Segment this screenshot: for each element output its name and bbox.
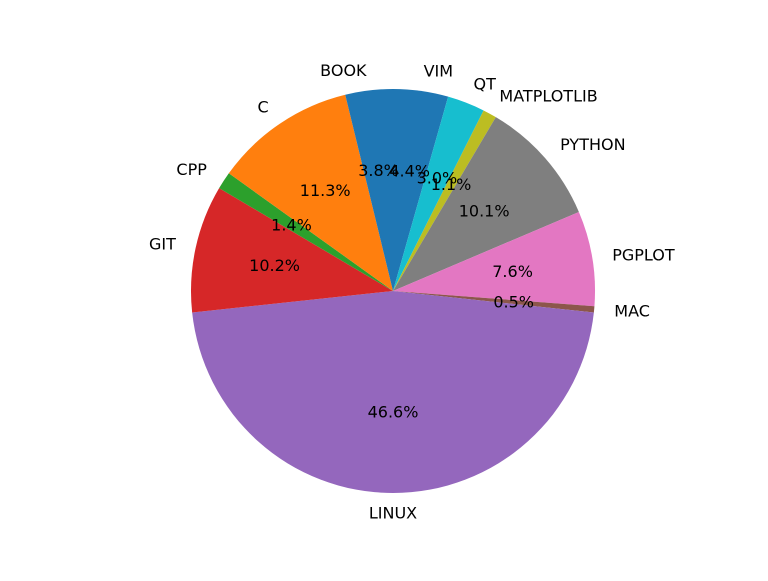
slice-percent-c: 11.3% [300,181,351,200]
pie-slice-linux [192,291,594,494]
pie-labels: VIM 4.4% QT 3.0% MATPLOTLIB 1.1% PYTHON 10.1% PG… [149,61,675,523]
pie-slice-vim [393,89,449,291]
pie-slice-mac [393,291,595,313]
slice-label-book: BOOK [320,61,367,80]
pie-slice-python [393,117,579,291]
slice-percent-mac: 0.5% [493,293,534,312]
slice-label-git: GIT [149,234,176,253]
slice-percent-vim: 4.4% [389,161,430,180]
slice-percent-pgplot: 7.6% [492,262,533,281]
slice-label-qt: QT [474,74,497,93]
pie-slices [190,89,596,494]
slice-label-c: C [258,97,269,116]
slice-percent-book: 3.8% [358,161,399,180]
slice-percent-python: 10.1% [459,202,510,221]
slice-percent-matplotlib: 1.1% [431,175,472,194]
slice-label-cpp: CPP [176,160,207,179]
slice-label-pgplot: PGPLOT [612,245,675,264]
pie-slice-git [190,188,393,313]
pie-slice-qt [393,96,484,291]
pie-slice-c [228,94,393,291]
pie-slice-cpp [219,173,393,291]
slice-percent-git: 10.2% [249,256,300,275]
slice-percent-cpp: 1.4% [271,215,312,234]
slice-label-mac: MAC [614,302,650,321]
pie-slice-matplotlib [393,110,496,291]
slice-label-python: PYTHON [560,135,625,154]
slice-label-matplotlib: MATPLOTLIB [499,86,597,105]
pie-slice-book [345,89,393,291]
pie-slice-pgplot [393,211,596,307]
slice-percent-linux: 46.6% [368,403,419,422]
slice-label-vim: VIM [424,61,453,80]
slice-label-linux: LINUX [369,504,417,523]
slice-percent-qt: 3.0% [417,169,458,188]
